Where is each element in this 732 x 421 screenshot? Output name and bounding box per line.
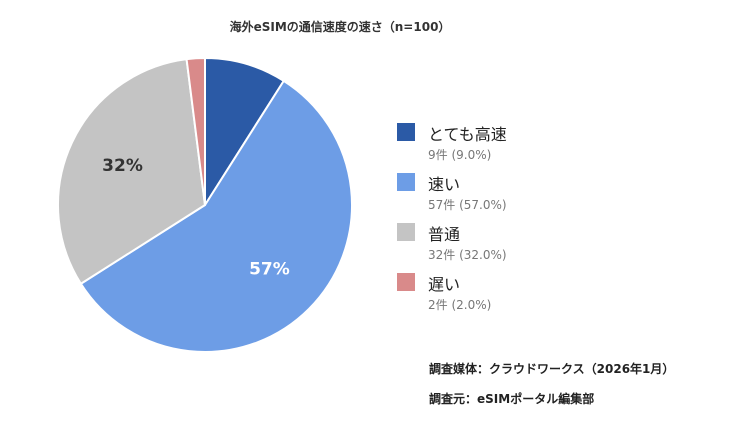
legend-label: 速い [428,175,461,194]
slice-percent-label: 57% [249,259,290,279]
pie-slice [204,56,286,209]
legend-label: 普通 [428,225,461,244]
legend-count: 32件 (32.0%) [428,248,507,262]
survey-medium-note: 調査媒体：クラウドワークス（2026年1月） [429,362,675,376]
pie-slice [57,58,207,286]
pie-slice [185,56,206,206]
legend-label: 遅い [428,275,461,294]
legend-swatch [397,273,415,291]
chart-title: 海外eSIMの通信速度の速さ（n=100） [229,20,451,34]
legend-label: とても高速 [428,125,507,144]
legend-swatch [397,123,415,141]
slice-percent-label: 32% [102,156,143,176]
legend-swatch [397,173,415,191]
legend-count: 57件 (57.0%) [428,198,507,212]
pie-slice [79,79,353,353]
legend-count: 9件 (9.0%) [428,148,492,162]
legend-swatch [397,223,415,241]
survey-source-note: 調査元：eSIMポータル編集部 [429,392,595,406]
legend-count: 2件 (2.0%) [428,298,492,312]
